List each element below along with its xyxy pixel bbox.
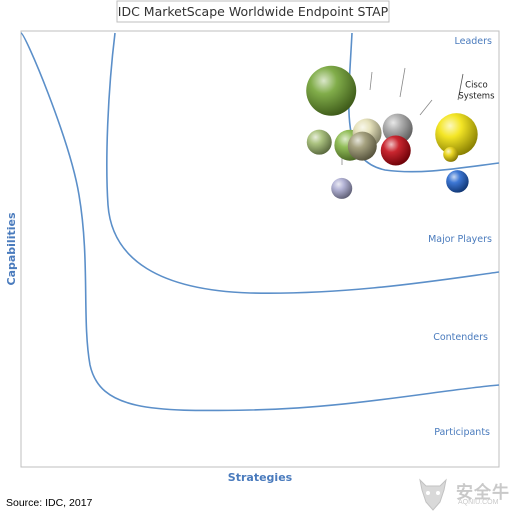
vendor-bubble (331, 177, 353, 199)
zone-label-contenders: Contenders (433, 332, 488, 343)
vendor-bubble (435, 113, 478, 156)
bull-logo-icon (419, 478, 447, 511)
major-players-boundary (106, 32, 500, 294)
vendor-bubble (382, 113, 413, 144)
source-note: Source: IDC, 2017 (6, 497, 93, 509)
plot-area (20, 30, 500, 468)
watermark-subtext: AQNIU.COM (458, 499, 499, 506)
zone-label-major-players: Major Players (428, 234, 492, 245)
bubble-layer (306, 65, 478, 199)
y-axis-label: Capabilities (5, 212, 18, 285)
x-axis-label: Strategies (228, 471, 293, 484)
vendor-bubble (446, 170, 469, 193)
label-leader-line (457, 73, 464, 101)
vendor-bubble (443, 146, 459, 162)
vendor-bubble (306, 65, 357, 116)
label-leader-line (419, 99, 433, 116)
chart-title: IDC MarketScape Worldwide Endpoint STAP (118, 4, 389, 19)
watermark: 安全牛 AQNIU.COM (416, 474, 516, 514)
vendor-bubble (347, 131, 377, 161)
bubble-label-layer: Cisco Systems (458, 80, 495, 101)
title-box (116, 0, 390, 23)
zone-label-leaders: Leaders (454, 36, 492, 47)
label-leader-line (369, 71, 373, 91)
watermark-text: 安全牛 (456, 483, 510, 502)
contenders-boundary (20, 32, 500, 412)
vendor-bubble (380, 135, 411, 166)
vendor-bubble (306, 129, 332, 155)
vendor-label: Cisco Systems (458, 80, 495, 101)
zone-label-participants: Participants (434, 427, 490, 438)
label-leader-line (399, 67, 406, 98)
